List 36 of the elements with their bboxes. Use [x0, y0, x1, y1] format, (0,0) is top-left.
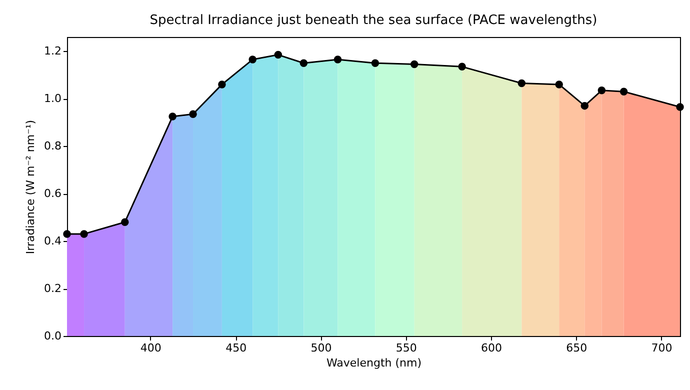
- y-tick-label: 0.0: [44, 330, 62, 342]
- point: [410, 60, 418, 68]
- y-tick-label: 0.4: [44, 234, 62, 248]
- point: [218, 80, 226, 88]
- x-axis-title: Wavelength (nm): [326, 356, 422, 370]
- x-tick-label: 450: [226, 342, 247, 354]
- point: [518, 79, 526, 88]
- y-tick-label: 1.0: [44, 92, 62, 106]
- x-tick-label: 650: [566, 342, 588, 354]
- x-tick-label: 700: [651, 342, 672, 354]
- x-tick-label: 500: [310, 342, 332, 354]
- point: [458, 62, 466, 71]
- point: [580, 102, 589, 110]
- y-axis-title: Irradiance (W m⁻² nm⁻¹): [24, 120, 38, 254]
- point: [676, 103, 684, 111]
- chart-title: Spectral Irradiance just beneath the sea surface (PACE wavelengths): [150, 13, 598, 28]
- point: [300, 59, 308, 67]
- point: [80, 230, 88, 238]
- point: [620, 88, 628, 96]
- y-tick-label: 1.2: [44, 44, 62, 58]
- x-tick-label: 600: [480, 342, 502, 354]
- point: [248, 56, 256, 64]
- x-tick-label: 550: [396, 342, 417, 354]
- y-tick-label: 0.2: [44, 282, 62, 296]
- x-tick-label: 400: [140, 342, 162, 354]
- point: [189, 110, 197, 118]
- point: [168, 112, 176, 120]
- point: [274, 50, 282, 59]
- point: [371, 59, 380, 67]
- y-tick-label: 0.6: [44, 187, 62, 200]
- point: [121, 218, 129, 226]
- point: [334, 56, 342, 64]
- y-tick-label: 0.8: [44, 140, 62, 153]
- point: [63, 230, 71, 238]
- point: [555, 80, 563, 88]
- point: [598, 86, 606, 94]
